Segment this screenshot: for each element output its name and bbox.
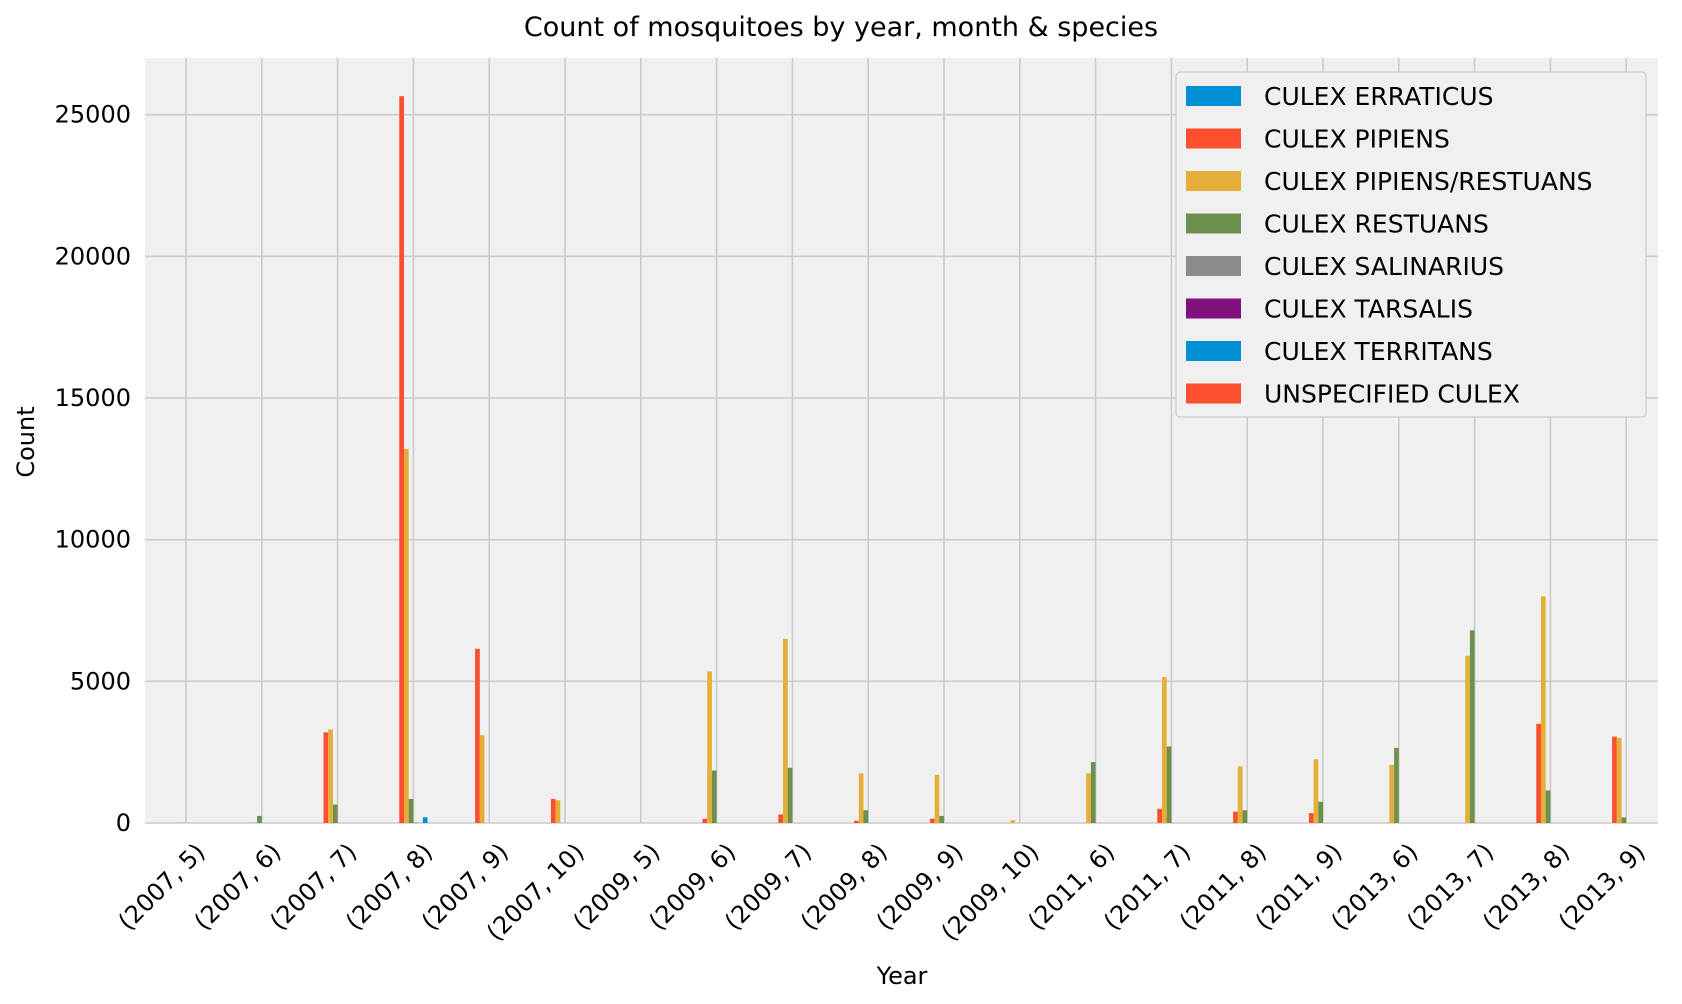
bar-culex-restuans-14: [1243, 810, 1248, 823]
legend-swatch: [1186, 384, 1241, 404]
bar-culex-restuans-19: [1622, 817, 1627, 823]
bar-culex-pipiens-13: [1157, 809, 1162, 823]
legend-label: CULEX TARSALIS: [1264, 295, 1473, 324]
legend-label: CULEX PIPIENS/RESTUANS: [1264, 167, 1593, 196]
y-tick-label: 0: [116, 809, 131, 837]
legend-swatch: [1186, 256, 1241, 276]
legend-swatch: [1186, 129, 1241, 149]
bar-culex-pipiens-9: [854, 821, 859, 823]
legend-swatch: [1186, 171, 1241, 191]
legend-label: CULEX SALINARIUS: [1264, 252, 1504, 281]
bar-culex-pipiens-restuans-14: [1238, 766, 1243, 823]
y-tick-label: 25000: [55, 101, 131, 129]
bar-culex-pipiens-restuans-7: [707, 671, 712, 823]
bar-culex-pipiens-2: [324, 732, 329, 823]
x-axis-label: Year: [876, 962, 928, 990]
bar-culex-pipiens-restuans-18: [1541, 596, 1546, 823]
bar-culex-pipiens-restuans-17: [1465, 656, 1470, 823]
bar-culex-restuans-9: [864, 810, 869, 823]
y-tick-label: 5000: [70, 667, 131, 695]
bar-culex-pipiens-restuans-11: [1010, 820, 1015, 823]
bar-culex-pipiens-restuans-13: [1162, 677, 1167, 823]
bar-culex-pipiens-restuans-3: [404, 449, 409, 823]
bar-culex-pipiens-restuans-12: [1086, 773, 1091, 823]
bar-culex-restuans-10: [939, 816, 944, 823]
bar-culex-restuans-1: [257, 816, 262, 823]
bar-culex-pipiens-19: [1612, 737, 1617, 823]
bar-culex-pipiens-3: [399, 96, 404, 823]
bar-culex-pipiens-14: [1233, 812, 1238, 823]
bar-culex-salinarius-3: [413, 822, 418, 823]
bar-culex-restuans-15: [1318, 802, 1323, 823]
bar-culex-restuans-17: [1470, 630, 1475, 823]
bar-culex-pipiens-restuans-15: [1314, 759, 1319, 823]
bar-culex-restuans-12: [1091, 762, 1096, 823]
bar-culex-pipiens-5: [551, 799, 556, 823]
bar-culex-pipiens-7: [703, 819, 708, 823]
bar-culex-pipiens-8: [778, 815, 783, 824]
bar-culex-pipiens-10: [930, 819, 935, 823]
y-axis-label: Count: [12, 406, 40, 477]
legend-label: CULEX PIPIENS: [1264, 125, 1450, 154]
bar-culex-pipiens-restuans-16: [1389, 765, 1394, 823]
bar-culex-restuans-8: [788, 768, 793, 823]
y-tick-label: 15000: [55, 384, 131, 412]
legend-swatch: [1186, 86, 1241, 106]
bar-culex-pipiens-restuans-19: [1617, 738, 1622, 823]
bar-culex-pipiens-restuans-4: [480, 735, 485, 823]
bar-culex-restuans-7: [712, 771, 717, 823]
bar-culex-restuans-16: [1394, 748, 1399, 823]
legend-swatch: [1186, 214, 1241, 234]
bar-culex-pipiens-restuans-5: [556, 800, 561, 823]
bar-culex-pipiens-restuans-8: [783, 639, 788, 823]
bar-culex-pipiens-restuans-10: [935, 775, 940, 823]
bar-culex-pipiens-4: [475, 649, 480, 823]
legend: CULEX ERRATICUS CULEX PIPIENS CULEX PIPIEN…: [1176, 72, 1646, 417]
bar-culex-pipiens-restuans-9: [859, 773, 864, 823]
bar-culex-restuans-3: [409, 799, 414, 823]
y-tick-label: 10000: [55, 526, 131, 554]
bar-culex-restuans-13: [1167, 747, 1172, 824]
legend-label: CULEX RESTUANS: [1264, 210, 1489, 239]
chart-title: Count of mosquitoes by year, month & spe…: [524, 12, 1158, 43]
bar-culex-territans-3: [423, 817, 428, 823]
bar-culex-restuans-18: [1546, 790, 1551, 823]
bar-culex-pipiens-18: [1536, 724, 1541, 823]
bar-culex-restuans-2: [333, 805, 338, 823]
legend-label: CULEX TERRITANS: [1264, 337, 1493, 366]
legend-swatch: [1186, 299, 1241, 319]
y-tick-label: 20000: [55, 242, 131, 270]
legend-swatch: [1186, 341, 1241, 361]
legend-label: UNSPECIFIED CULEX: [1264, 380, 1520, 409]
legend-label: CULEX ERRATICUS: [1264, 82, 1494, 111]
bar-culex-pipiens-15: [1309, 813, 1314, 823]
bar-culex-pipiens-restuans-2: [328, 730, 333, 824]
